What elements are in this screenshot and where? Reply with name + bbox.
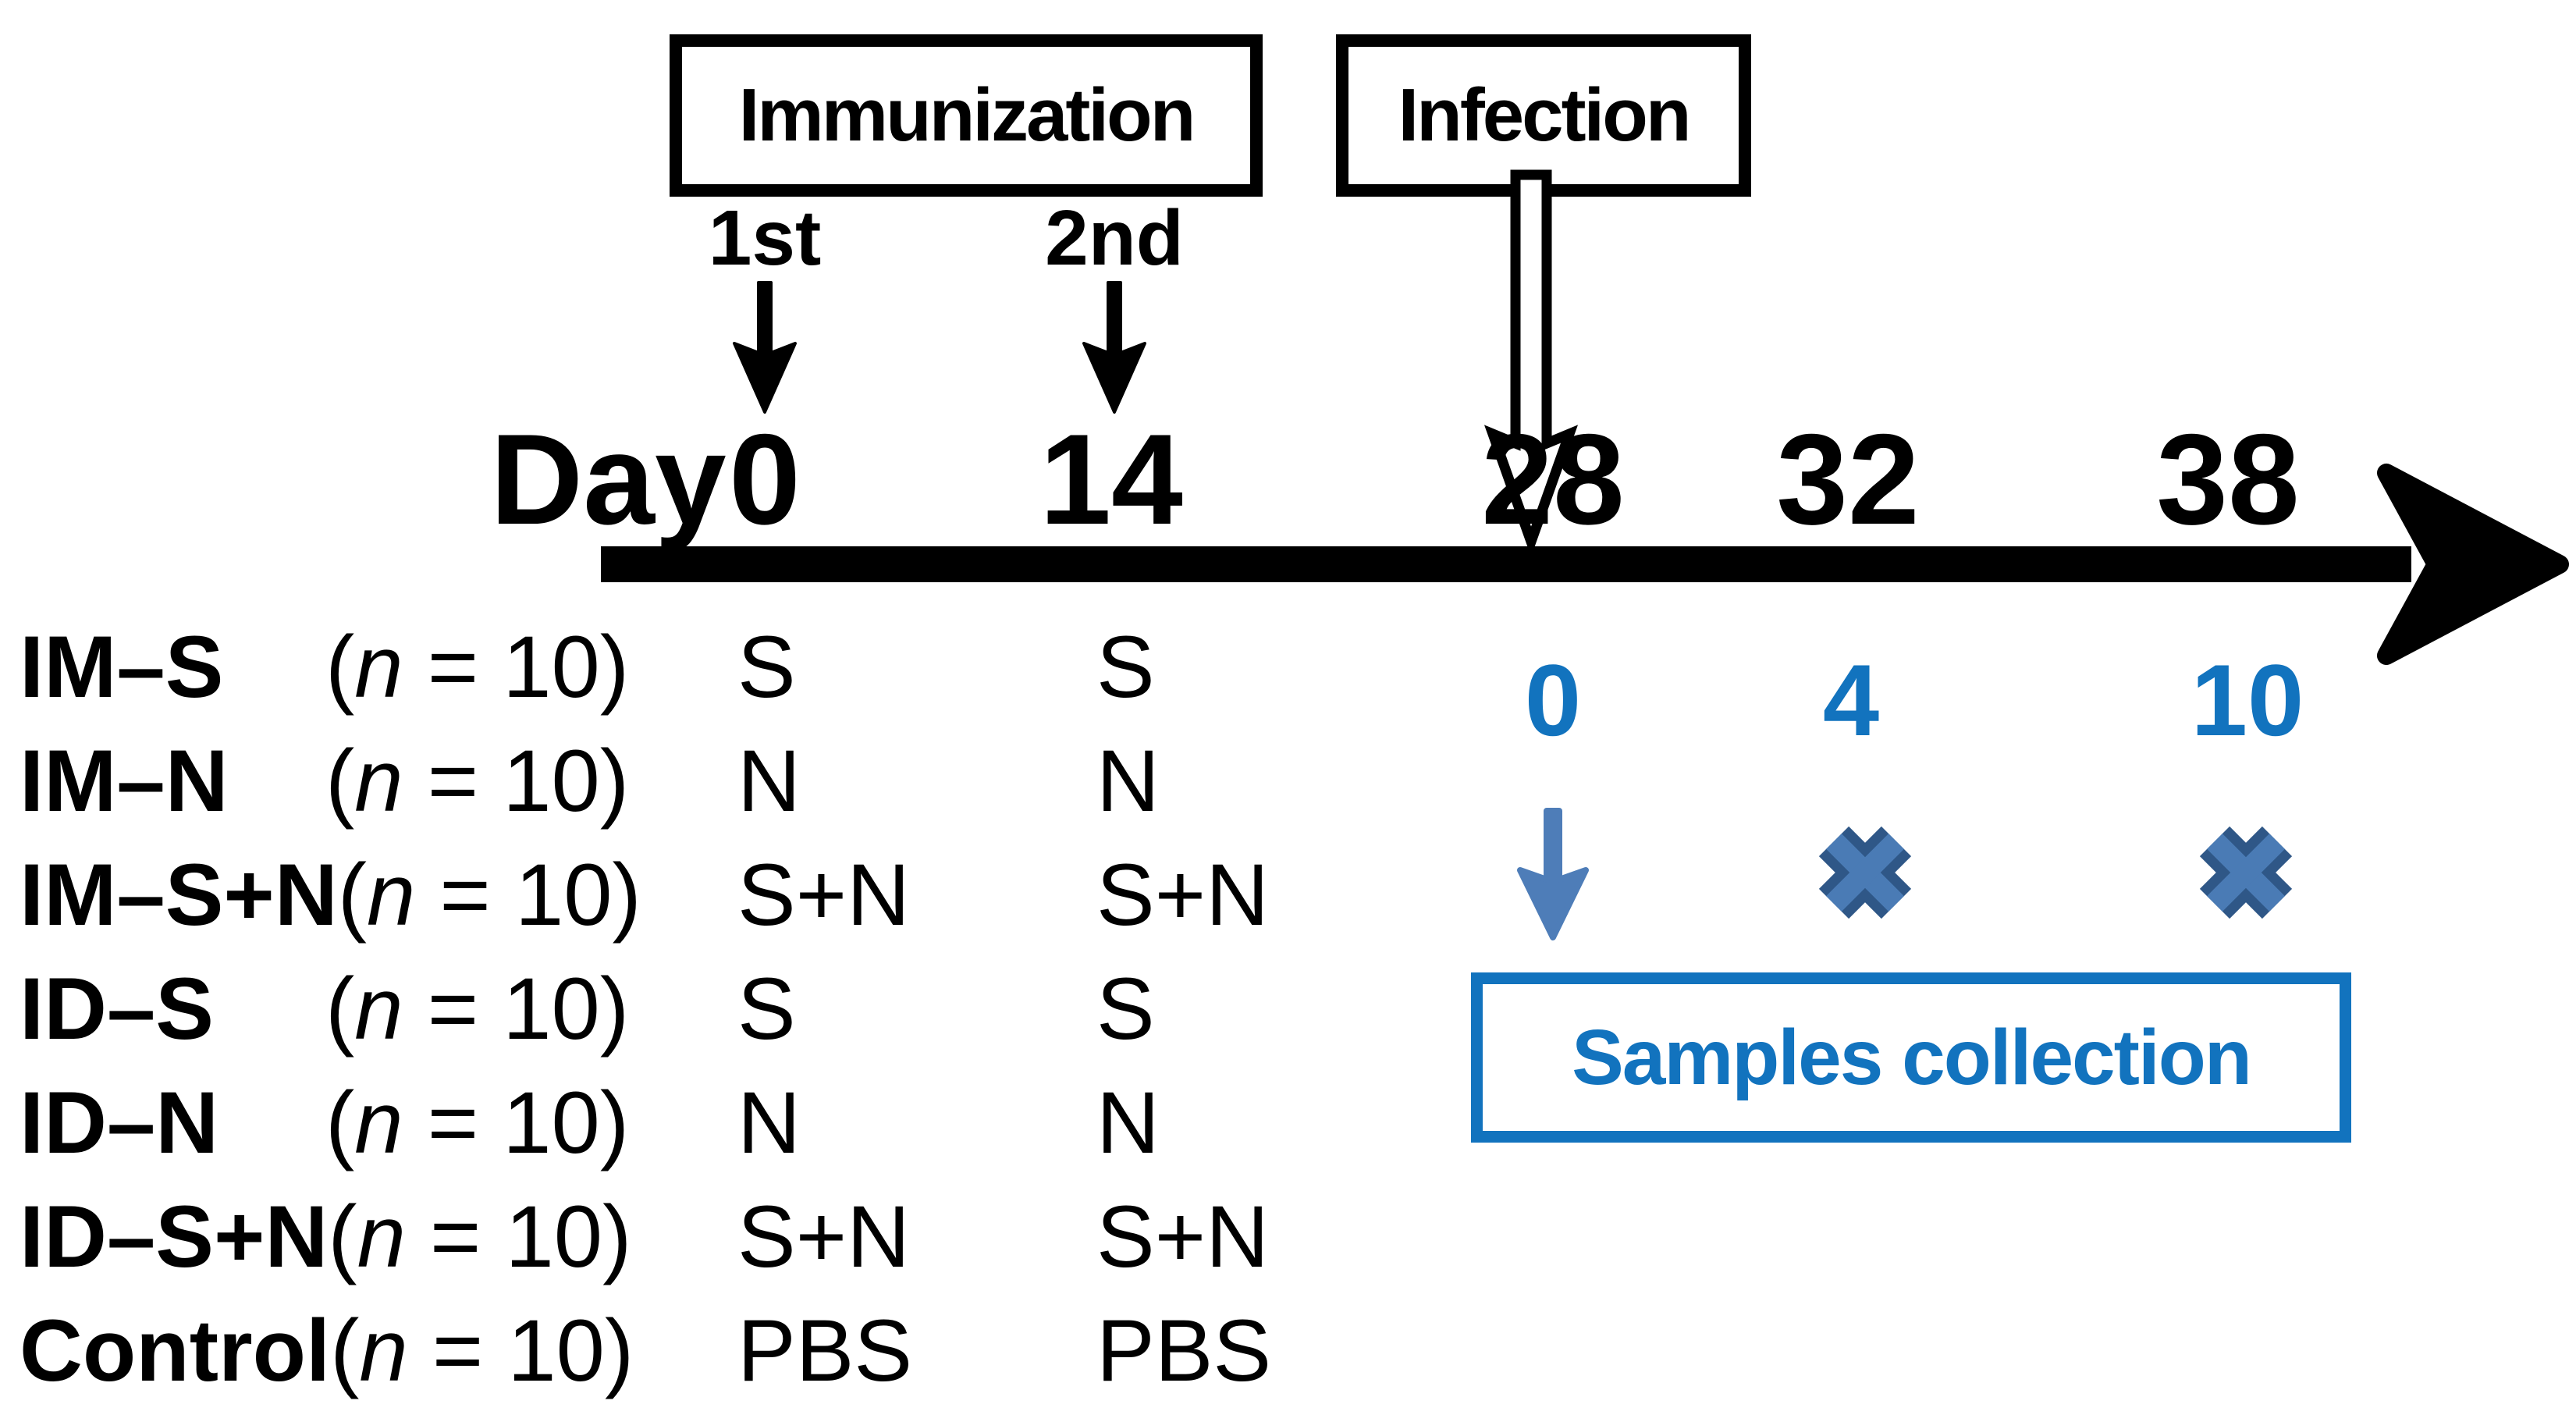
group-name: IM–N [20,732,229,830]
dose-day14-im-s: S [1096,618,1155,716]
dose-day14-im-s-n: S+N [1096,846,1269,944]
days-post-infection-4: 4 [1822,643,1880,757]
dose-day0-id-s-n: S+N [737,1188,910,1285]
group-size-rest: = 10) [407,1302,634,1399]
group-row-im-s: IM–S (n = 10) [20,610,641,724]
dose-day0-im-s-n: S+N [737,846,910,944]
group-size-open: ( [325,960,355,1058]
samples-collection-down-arrow-icon [1517,808,1589,940]
immunization-box: Immunization [670,34,1263,197]
group-row-id-s: ID–S (n = 10) [20,952,641,1066]
day-tick-28: 28 [1481,407,1625,551]
group-size-rest: = 10) [403,618,630,716]
first-dose-label: 1st [708,194,822,282]
days-post-infection-10: 10 [2190,643,2304,757]
group-size-rest: = 10) [403,960,630,1058]
dose-column-day14: S N S+N S N S+N PBS [1096,610,1271,1408]
dose-day0-id-s: S [737,960,796,1058]
dose-day0-control: PBS [737,1302,913,1399]
dose-day0-im-s: S [737,618,796,716]
group-name: ID–N [20,1074,219,1171]
group-size-n: n [354,732,403,830]
group-size-open: ( [337,846,367,944]
group-size-open: ( [325,1074,355,1171]
group-size-rest: = 10) [403,1074,630,1171]
infection-down-arrow-icon [1483,169,1579,553]
second-dose-label: 2nd [1045,194,1184,282]
group-size-open: ( [325,618,355,716]
group-size-n: n [359,1302,408,1399]
infection-box: Infection [1336,34,1751,197]
group-list: IM–S (n = 10) IM–N (n = 10) IM–S+N(n = 10)… [20,610,641,1408]
endpoint-x-icon-day38 [2199,826,2293,919]
immunization-label: Immunization [738,73,1196,157]
infection-label: Infection [1398,73,1692,157]
days-post-infection-0: 0 [1524,643,1582,757]
day-tick-0: 0 [729,407,801,551]
dose-day14-control: PBS [1096,1302,1272,1399]
dose-day14-id-s-n: S+N [1096,1188,1269,1285]
dose-day0-im-n: N [737,732,801,830]
group-size-n: n [354,618,403,716]
day-tick-14: 14 [1039,407,1183,551]
dose-day0-id-n: N [737,1074,801,1171]
group-size-rest: = 10) [403,732,630,830]
group-size-open: ( [328,1188,357,1285]
group-row-im-n: IM–N (n = 10) [20,724,641,838]
samples-collection-box: Samples collection [1471,972,2351,1143]
samples-collection-label: Samples collection [1572,1013,2252,1101]
dose-day14-id-n: N [1096,1074,1160,1171]
group-name: ID–S [20,960,214,1058]
group-size-rest: = 10) [415,846,641,944]
group-name: ID–S+N [20,1188,329,1285]
group-row-id-n: ID–N (n = 10) [20,1066,641,1180]
day-tick-38: 38 [2156,407,2300,551]
dose-column-day0: S N S+N S N S+N PBS [737,610,912,1408]
group-size-rest: = 10) [405,1188,632,1285]
endpoint-x-icon-day32 [1818,826,1912,919]
group-name: IM–S+N [20,846,338,944]
group-row-id-s-n: ID–S+N(n = 10) [20,1180,641,1294]
group-size-n: n [357,1188,406,1285]
dose-day14-id-s: S [1096,960,1155,1058]
dose-day14-im-n: N [1096,732,1160,830]
day-tick-32: 32 [1776,407,1920,551]
group-size-n: n [354,1074,403,1171]
day-axis-label: Day [490,407,727,551]
group-name: Control [20,1302,331,1399]
group-size-n: n [354,960,403,1058]
group-row-im-s-n: IM–S+N(n = 10) [20,838,641,952]
group-name: IM–S [20,618,224,716]
immunization-2nd-down-arrow-icon [1082,281,1146,414]
group-row-control: Control(n = 10) [20,1294,641,1408]
group-size-open: ( [330,1302,360,1399]
group-size-n: n [367,846,416,944]
immunization-1st-down-arrow-icon [733,281,797,414]
group-size-open: ( [325,732,355,830]
